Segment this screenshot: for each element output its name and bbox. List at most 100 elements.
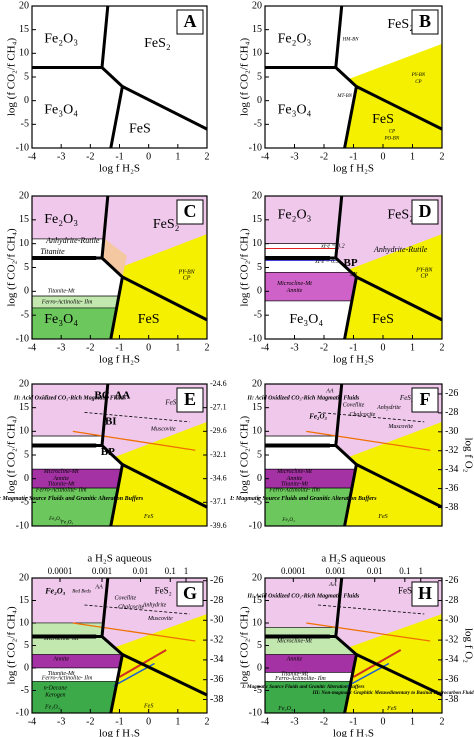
y-axis-label: log (f CO₂/f CH₄) (6, 228, 18, 307)
y-tick-label: 15 (252, 24, 262, 35)
right-tick-label: -38 (445, 502, 458, 513)
region-label: PY-BN (411, 73, 426, 78)
top-tick-label: 0.0001 (48, 566, 73, 576)
top-tick-label: 0.1 (165, 566, 176, 576)
region-label: III: Non-magmatic Graphitic Metasediment… (312, 691, 474, 696)
top-tick-label: 0.001 (326, 566, 346, 576)
region-label: FeS₂ (387, 207, 414, 222)
panel-letter-box (176, 581, 204, 607)
region-label: Fe₂O₃ (44, 31, 78, 46)
region-label: n-Decane (44, 686, 68, 692)
y-tick-label: 0 (257, 473, 262, 484)
right-tick-label: -30 (445, 615, 458, 626)
x-tick-label: -1 (115, 716, 123, 727)
x-tick-label: 2 (440, 342, 445, 353)
right-tick-label: -26 (445, 575, 458, 586)
y-tick-label: 0 (24, 662, 29, 673)
region-label: FeS₂ (399, 394, 414, 402)
y-tick-label: -10 (16, 520, 29, 531)
right-tick-label: -26 (210, 575, 223, 586)
region-label: BP (101, 446, 115, 458)
band (264, 654, 357, 673)
region-label: Fe₂O₃ (44, 212, 78, 227)
region-label: Covellite (114, 596, 136, 602)
region-label: AA (94, 584, 103, 590)
panel-letter-box (411, 387, 439, 413)
y-tick-label: 15 (252, 214, 262, 225)
x-tick-label: -3 (57, 342, 65, 353)
band (31, 654, 123, 669)
region-label: Annite (52, 656, 69, 662)
y-axis-label: log (f CO₂/f CH₄) (239, 38, 251, 117)
band (31, 487, 119, 527)
y-axis-label: log (f CO₂/f CH₄) (239, 606, 251, 685)
x-tick-label: 2 (205, 716, 210, 727)
panel-letter: G (183, 583, 197, 603)
y-tick-label: 0 (24, 473, 29, 484)
region-label: xFe = 0.5 (314, 259, 339, 265)
region (349, 614, 442, 695)
region (344, 86, 442, 148)
region-label: Ferro-Actinolite- Ilm (274, 676, 326, 682)
right-tick-label: -34 (445, 654, 458, 665)
y-tick-label: 20 (19, 0, 29, 11)
region-label: FeS₂ (155, 586, 172, 596)
region-label: Microcline-Mt (276, 469, 312, 475)
right-tick-label: -32 (445, 445, 458, 456)
region-label: Microcline-Mt (276, 281, 312, 287)
x-axis-label: log f H₂S (99, 728, 140, 737)
right-tick-label: -36 (210, 674, 223, 685)
y-tick-label: -10 (249, 333, 262, 344)
region-label: Fe₃O₄ (278, 102, 312, 117)
region-label: BC (94, 389, 109, 401)
region-label: Anhydrite (376, 405, 401, 411)
fluid-path (318, 604, 425, 615)
y-tick-label: 0 (24, 286, 29, 297)
y-tick-label: 15 (19, 24, 29, 35)
boundary (334, 195, 359, 340)
x-tick-label: 0 (146, 342, 151, 353)
region-label: Chalcocite (118, 605, 144, 611)
region (265, 6, 342, 68)
y-tick-label: 0 (257, 662, 262, 673)
region (115, 614, 207, 695)
x-tick-label: 1 (175, 716, 180, 727)
region-label: I: Magmatic Source Fluids and Granitic A… (0, 496, 144, 502)
x-tick-label: -3 (290, 342, 298, 353)
region-label: Titanite-Mt (281, 672, 308, 678)
region (32, 6, 108, 68)
region-label: Fe₂O₃ (309, 413, 327, 421)
right-tick-label: -28 (445, 595, 458, 606)
region-label: Annite (286, 476, 303, 482)
boundary (121, 653, 208, 697)
y-tick-label: -5 (254, 497, 262, 508)
x-tick-label: -1 (349, 342, 357, 353)
right-tick-label: -38 (210, 694, 223, 705)
y-axis-label: log (f CO₂/f CH₄) (239, 228, 251, 307)
x-tick-label: 0 (146, 716, 151, 727)
y-axis-label: log (f CO₂/f CH₄) (6, 606, 18, 685)
region-label: Muscovite (147, 616, 173, 622)
y-tick-label: 15 (19, 595, 29, 606)
x-tick-label: -2 (86, 342, 94, 353)
region-label: CP (389, 130, 395, 135)
x-tick-label: -3 (57, 151, 65, 162)
x-tick-label: 0 (381, 151, 386, 162)
y-axis-label: log (f CO₂/f CH₄) (6, 38, 18, 117)
region-label: FeS (372, 112, 394, 127)
y-tick-label: 20 (252, 190, 262, 201)
region-label: Fe₃O₄ (281, 518, 295, 523)
y-tick-label: 5 (24, 71, 29, 82)
x-tick-label: -4 (28, 716, 36, 727)
x-tick-label: -3 (290, 716, 298, 727)
x-tick-label: -2 (86, 151, 94, 162)
region-label: Anhydrite-Rutile (45, 236, 100, 245)
right-tick-label: -29.6 (210, 426, 227, 435)
top-tick-label: 1 (184, 566, 189, 576)
x-tick-label: -4 (261, 342, 269, 353)
region-label: Titanite (40, 247, 65, 256)
fluid-path (72, 622, 196, 642)
region-label: Fe₃O₄ (44, 312, 78, 327)
region (115, 234, 207, 320)
